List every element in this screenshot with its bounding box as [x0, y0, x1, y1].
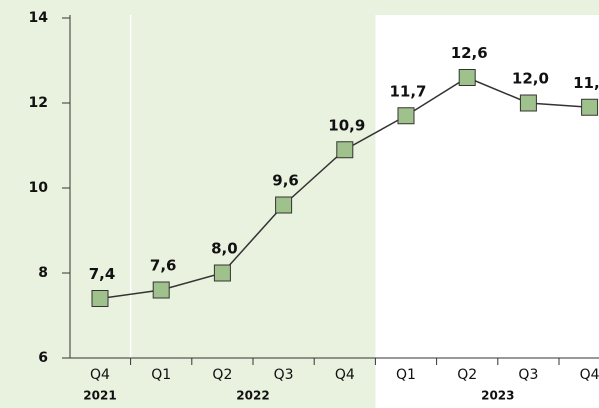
highlight-panel	[375, 15, 599, 408]
group-label: 2023	[481, 389, 514, 403]
y-tick-label: 10	[29, 180, 49, 196]
marker	[397, 107, 415, 125]
data-label: 7,6	[150, 257, 177, 275]
y-tick-label: 8	[38, 265, 48, 281]
group-label: 2022	[236, 389, 269, 403]
data-label: 11,7	[389, 82, 426, 100]
group-label: 2021	[83, 389, 116, 403]
marker	[213, 264, 231, 282]
x-tick-label: Q3	[274, 367, 294, 383]
data-label: 7,4	[89, 265, 116, 283]
marker	[581, 98, 599, 116]
y-tick-label: 6	[38, 350, 48, 366]
data-label: 9,6	[272, 172, 299, 190]
x-tick-label: Q2	[457, 367, 477, 383]
data-label: 10,9	[328, 116, 365, 134]
marker	[519, 94, 537, 112]
marker	[275, 196, 293, 214]
marker	[152, 281, 170, 299]
marker	[91, 290, 109, 307]
marker	[336, 141, 354, 159]
x-tick-label: Q3	[518, 367, 538, 383]
data-label: 12,6	[451, 44, 488, 62]
data-label: 8,0	[211, 240, 238, 258]
x-tick-label: Q1	[151, 367, 171, 383]
y-tick-label: 14	[29, 10, 49, 26]
data-label: 11,9	[573, 74, 599, 92]
marker	[458, 69, 476, 86]
x-tick-label: Q4	[580, 367, 599, 383]
x-tick-label: Q1	[396, 367, 416, 383]
data-label: 12,0	[512, 70, 549, 88]
x-tick-label: Q4	[335, 367, 355, 383]
x-tick-label: Q2	[212, 367, 232, 383]
x-tick-label: Q4	[90, 367, 110, 383]
y-tick-label: 12	[29, 95, 48, 111]
